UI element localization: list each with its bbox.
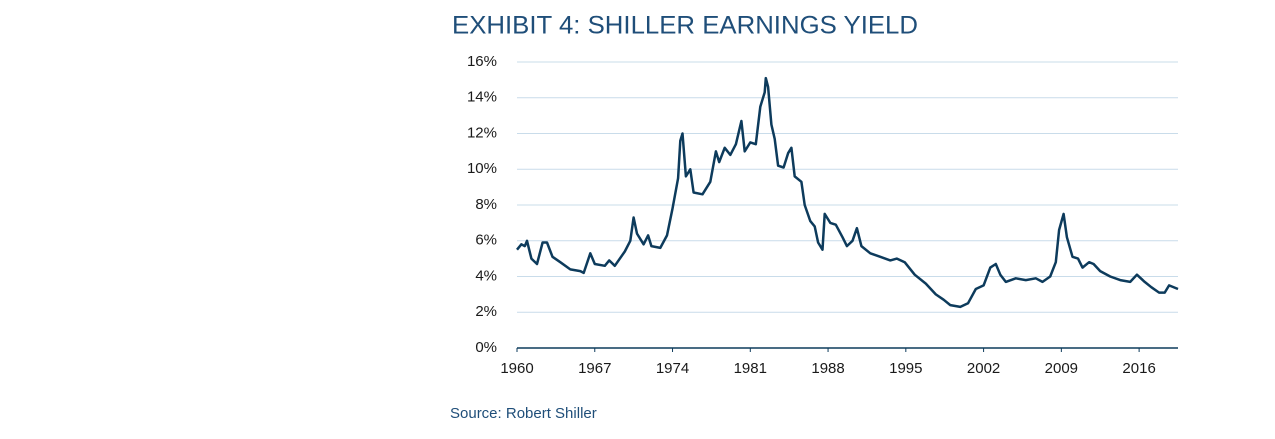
x-tick-label: 2002	[967, 360, 1000, 377]
y-tick-label: 10%	[467, 160, 497, 177]
y-tick-label: 6%	[475, 232, 497, 249]
data-line	[516, 76, 1179, 309]
chart-title: EXHIBIT 4: SHILLER EARNINGS YIELD	[452, 12, 918, 40]
y-tick-label: 12%	[467, 124, 497, 141]
x-tick-label: 1960	[500, 360, 533, 377]
y-tick-label: 4%	[475, 267, 497, 284]
y-tick-label: 8%	[475, 196, 497, 213]
x-tick-label: 2009	[1045, 360, 1078, 377]
source-note: Source: Robert Shiller	[450, 405, 597, 422]
x-tick-label: 1974	[656, 360, 689, 377]
x-tick-label: 2016	[1122, 360, 1155, 377]
x-tick-label: 1967	[578, 360, 611, 377]
y-tick-label: 2%	[475, 303, 497, 320]
y-tick-label: 0%	[475, 339, 497, 356]
x-tick-label: 1981	[734, 360, 767, 377]
x-tick-label: 1988	[811, 360, 844, 377]
x-tick-label: 1995	[889, 360, 922, 377]
y-tick-label: 14%	[467, 89, 497, 106]
y-tick-label: 16%	[467, 53, 497, 70]
